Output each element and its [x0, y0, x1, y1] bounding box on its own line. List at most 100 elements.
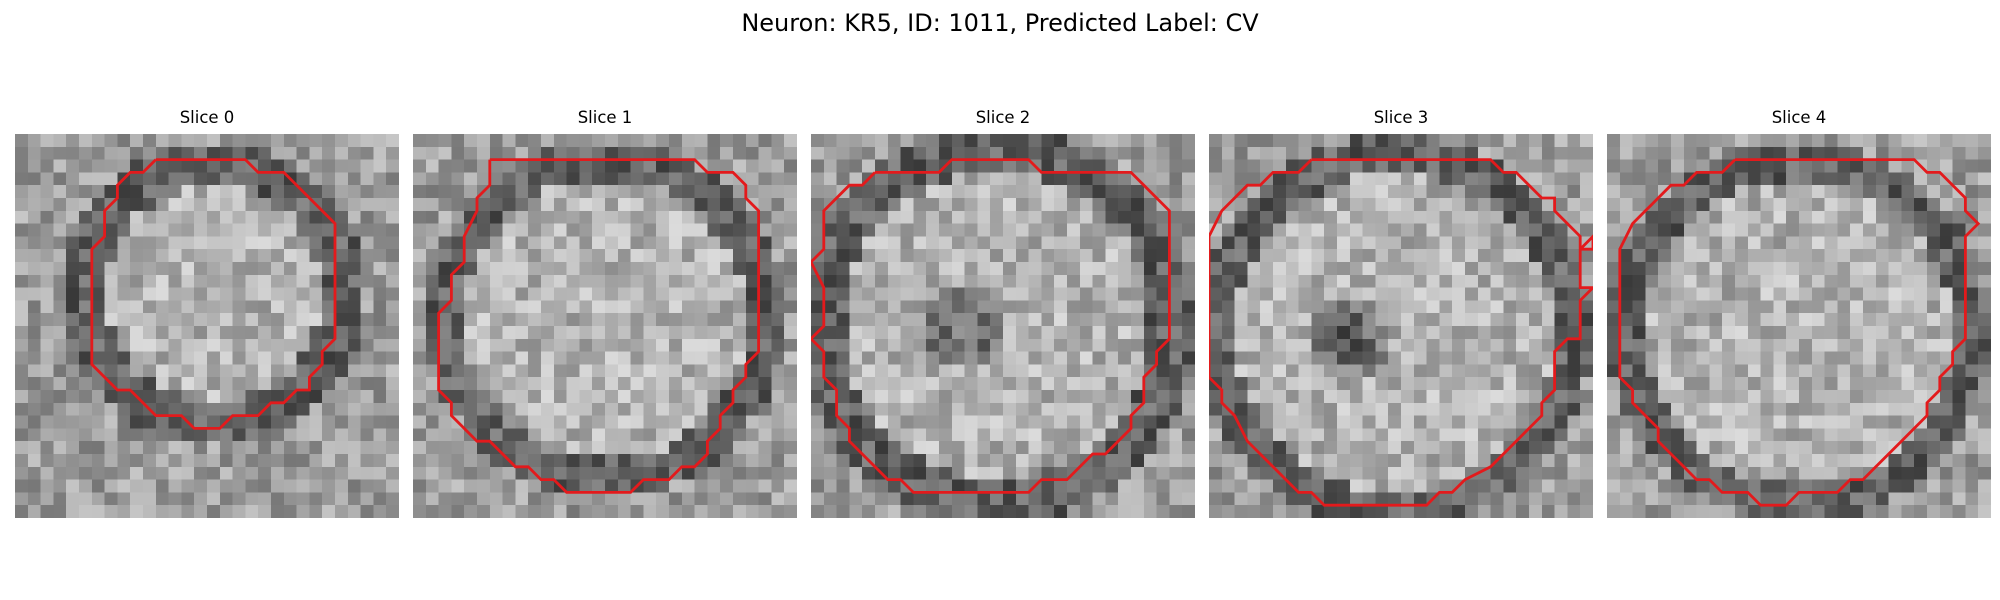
pixel: [579, 351, 593, 365]
pixel: [541, 364, 555, 378]
pixel: [155, 505, 169, 518]
pixel: [117, 364, 131, 378]
pixel: [322, 364, 336, 378]
pixel: [181, 479, 195, 493]
pixel: [1927, 198, 1941, 212]
pixel: [1452, 249, 1466, 263]
pixel: [720, 210, 734, 224]
pixel: [1580, 210, 1593, 224]
pixel: [617, 326, 631, 340]
pixel: [617, 300, 631, 314]
pixel: [592, 159, 606, 173]
pixel: [566, 441, 580, 455]
pixel: [79, 338, 93, 352]
pixel: [1952, 134, 1966, 148]
pixel: [1607, 198, 1621, 212]
pixel: [1349, 505, 1363, 518]
pixel: [335, 466, 349, 480]
pixel: [1260, 210, 1274, 224]
pixel: [1554, 428, 1568, 442]
pixel: [1554, 505, 1568, 518]
pixel: [1709, 210, 1723, 224]
pixel: [1671, 313, 1685, 327]
pixel: [1824, 390, 1838, 404]
pixel: [1298, 326, 1312, 340]
pixel: [849, 466, 863, 480]
pixel: [566, 390, 580, 404]
pixel: [1645, 492, 1659, 506]
pixel: [592, 415, 606, 429]
pixel: [1260, 134, 1274, 148]
pixel: [27, 479, 41, 493]
pixel: [605, 287, 619, 301]
pixel: [1632, 466, 1646, 480]
pixel: [1965, 274, 1979, 288]
pixel: [784, 428, 797, 442]
pixel: [733, 338, 747, 352]
pixel: [1401, 364, 1415, 378]
pixel: [79, 236, 93, 250]
pixel: [477, 351, 491, 365]
pixel: [309, 146, 323, 160]
pixel: [592, 428, 606, 442]
pixel: [283, 351, 297, 365]
pixel: [1311, 300, 1325, 314]
pixel: [579, 326, 593, 340]
pixel: [413, 249, 427, 263]
pixel: [1452, 402, 1466, 416]
pixel: [1477, 159, 1491, 173]
pixel: [373, 505, 387, 518]
pixel: [15, 415, 29, 429]
pixel: [1607, 351, 1621, 365]
pixel: [283, 236, 297, 250]
pixel: [1426, 402, 1440, 416]
pixel: [811, 262, 825, 276]
pixel: [1041, 479, 1055, 493]
pixel: [1580, 134, 1593, 148]
pixel: [1490, 134, 1504, 148]
pixel: [964, 492, 978, 506]
pixel: [386, 210, 399, 224]
pixel: [630, 492, 644, 506]
pixel: [1965, 466, 1979, 480]
pixel: [1156, 492, 1170, 506]
pixel: [271, 134, 285, 148]
pixel: [1015, 326, 1029, 340]
pixel: [1863, 146, 1877, 160]
pixel: [1041, 172, 1055, 186]
pixel: [155, 402, 169, 416]
pixel: [913, 402, 927, 416]
pixel: [964, 146, 978, 160]
pixel: [1413, 390, 1427, 404]
pixel: [1516, 390, 1530, 404]
pixel: [283, 415, 297, 429]
pixel: [1375, 390, 1389, 404]
pixel: [1041, 262, 1055, 276]
pixel: [502, 364, 516, 378]
pixel: [1349, 402, 1363, 416]
pixel: [1529, 402, 1543, 416]
pixel: [1118, 236, 1132, 250]
pixel: [1285, 236, 1299, 250]
pixel: [322, 287, 336, 301]
pixel: [528, 377, 542, 391]
pixel: [515, 236, 529, 250]
pixel: [849, 428, 863, 442]
pixel: [1696, 505, 1710, 518]
pixel: [541, 236, 555, 250]
pixel: [1015, 492, 1029, 506]
pixel: [1067, 338, 1081, 352]
pixel: [1683, 505, 1697, 518]
pixel: [720, 313, 734, 327]
pixel: [207, 287, 221, 301]
pixel: [477, 172, 491, 186]
pixel: [168, 134, 182, 148]
pixel: [1619, 364, 1633, 378]
pixel: [1260, 198, 1274, 212]
pixel: [1452, 300, 1466, 314]
pixel: [1439, 249, 1453, 263]
pixel: [194, 313, 208, 327]
pixel: [219, 377, 233, 391]
pixel: [1092, 415, 1106, 429]
pixel: [1401, 274, 1415, 288]
